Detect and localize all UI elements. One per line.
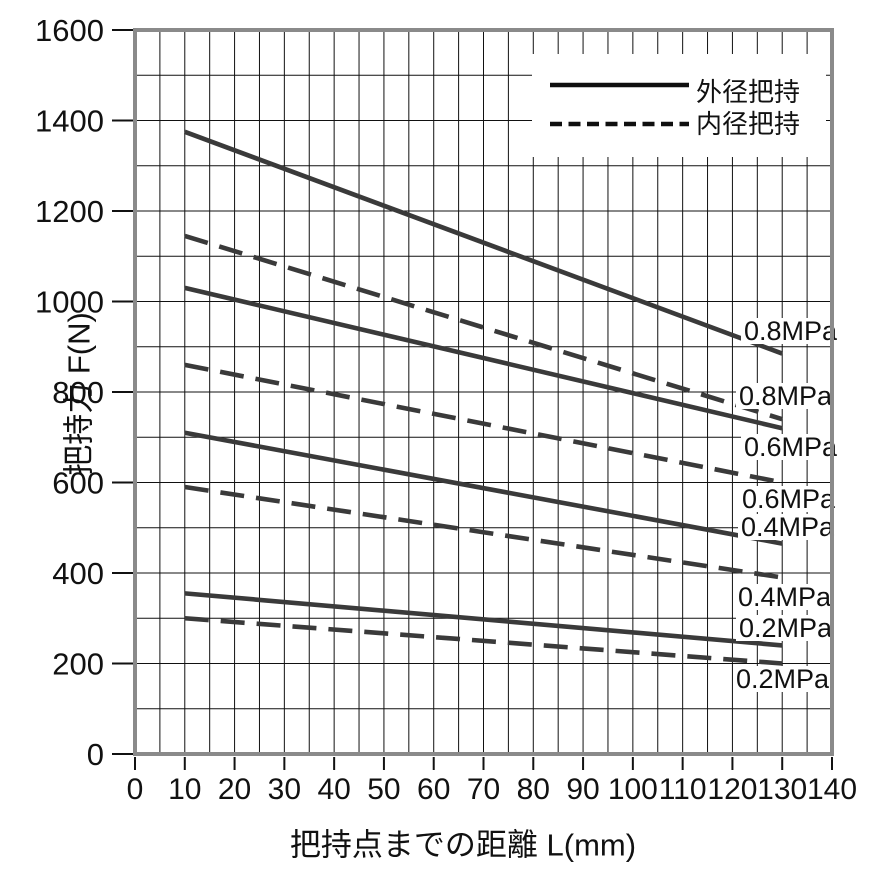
y-axis-title: 把持力 F(N) — [61, 312, 97, 476]
y-tick-label: 600 — [52, 466, 104, 501]
pressure-label-inner-grip-0.2mpa: 0.2MPa — [736, 664, 830, 694]
pressure-label-inner-grip-0.4mpa: 0.4MPa — [738, 582, 832, 612]
pressure-label-outer-grip-0.6mpa: 0.6MPa — [744, 432, 838, 462]
x-axis-title: 把持点までの距離 L(mm) — [289, 827, 637, 863]
y-tick-label: 200 — [52, 647, 104, 682]
line-inner-grip-0.6mpa — [184, 362, 783, 485]
y-tick-label: 400 — [52, 556, 104, 591]
x-tick-label: 50 — [367, 773, 400, 806]
pressure-label-outer-grip-0.8mpa: 0.8MPa — [744, 316, 838, 346]
line-outer-grip-0.6mpa — [184, 285, 783, 431]
x-tick-label: 20 — [218, 773, 251, 806]
line-outer-grip-0.8mpa — [183, 129, 784, 356]
pressure-label-bg — [739, 486, 840, 512]
x-tick-label: 130 — [757, 773, 807, 806]
line-inner-grip-0.2mpa — [184, 615, 783, 666]
plot-border — [133, 28, 834, 756]
y-tick-label: 1400 — [35, 104, 104, 139]
pressure-label-inner-grip-0.8mpa: 0.8MPa — [739, 381, 833, 411]
line-inner-grip-0.8mpa — [184, 233, 783, 422]
x-tick-label: 120 — [707, 773, 757, 806]
x-tick-label: 60 — [417, 773, 450, 806]
pressure-label-bg — [741, 434, 842, 460]
pressure-label-inner-grip-0.6mpa: 0.6MPa — [742, 484, 836, 514]
y-tick-label: 1000 — [35, 285, 104, 320]
legend-label-inner-grip: 内径把持 — [696, 109, 800, 139]
x-tick-label: 40 — [317, 773, 350, 806]
y-tick-label: 800 — [52, 375, 104, 410]
line-inner-grip-0.4mpa — [184, 484, 783, 580]
x-tick-label: 30 — [268, 773, 301, 806]
pressure-label-bg — [741, 318, 842, 344]
x-tick-label: 10 — [168, 773, 201, 806]
pressure-label-bg — [733, 666, 834, 692]
legend-label-outer-grip: 外径把持 — [696, 77, 800, 107]
pressure-label-bg — [736, 615, 837, 641]
x-tick-label: 70 — [467, 773, 500, 806]
line-outer-grip-0.4mpa — [184, 430, 783, 546]
y-tick-label: 0 — [87, 737, 104, 772]
y-tick-label: 1600 — [35, 13, 104, 48]
pressure-label-outer-grip-0.2mpa: 0.2MPa — [739, 613, 833, 643]
pressure-label-bg — [735, 584, 836, 610]
pressure-label-bg — [738, 514, 839, 540]
pressure-label-outer-grip-0.4mpa: 0.4MPa — [741, 512, 835, 542]
legend-box — [532, 54, 826, 157]
x-tick-label: 80 — [517, 773, 550, 806]
line-outer-grip-0.2mpa — [184, 591, 783, 648]
x-tick-label: 100 — [608, 773, 658, 806]
pressure-label-bg — [736, 383, 837, 409]
x-tick-label: 110 — [659, 773, 707, 806]
x-tick-label: 140 — [807, 773, 857, 806]
x-tick-label: 0 — [127, 773, 144, 806]
y-tick-label: 1200 — [35, 194, 104, 229]
x-tick-label: 90 — [566, 773, 599, 806]
